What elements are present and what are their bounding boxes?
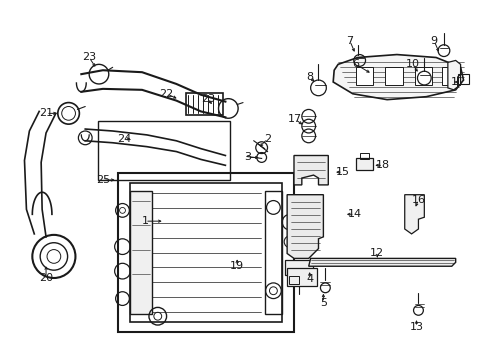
Text: 17: 17: [287, 114, 302, 124]
Text: 20: 20: [39, 273, 53, 283]
Text: 19: 19: [230, 261, 244, 271]
Text: 15: 15: [335, 167, 349, 177]
Bar: [130, 183, 282, 322]
Text: 5: 5: [319, 297, 326, 307]
Text: 12: 12: [369, 248, 384, 258]
Text: 10: 10: [405, 59, 419, 69]
Text: 13: 13: [408, 322, 423, 332]
Polygon shape: [332, 55, 463, 100]
Text: 22: 22: [159, 89, 173, 99]
Bar: [457, 74, 468, 84]
Bar: [441, 67, 459, 85]
Text: 14: 14: [347, 209, 361, 219]
Text: 16: 16: [410, 195, 425, 204]
Polygon shape: [293, 156, 327, 185]
Bar: [285, 260, 312, 275]
Bar: [264, 191, 282, 314]
Bar: [359, 153, 369, 159]
Text: 25: 25: [96, 175, 110, 185]
Text: 7: 7: [346, 36, 353, 46]
Bar: [130, 191, 152, 314]
Text: 24: 24: [117, 134, 131, 144]
Bar: [355, 67, 373, 85]
Text: 3: 3: [244, 153, 251, 162]
Polygon shape: [308, 258, 455, 266]
Polygon shape: [404, 195, 424, 234]
Text: 1: 1: [141, 216, 148, 226]
Text: 21: 21: [39, 108, 53, 118]
Text: 8: 8: [305, 72, 313, 82]
Text: 9: 9: [430, 36, 437, 46]
Text: 23: 23: [200, 94, 214, 104]
Bar: [286, 268, 316, 286]
Text: 6: 6: [351, 59, 359, 69]
Bar: [117, 173, 293, 332]
Text: 2: 2: [264, 134, 270, 144]
Bar: [355, 158, 373, 170]
Bar: [98, 121, 230, 180]
Text: 18: 18: [375, 160, 389, 170]
Bar: [288, 276, 298, 284]
Text: 4: 4: [305, 274, 313, 284]
Bar: [385, 67, 402, 85]
Bar: [414, 67, 431, 85]
Polygon shape: [286, 195, 323, 258]
Text: 23: 23: [82, 53, 96, 63]
Bar: [186, 93, 223, 115]
Text: 11: 11: [450, 77, 464, 87]
Polygon shape: [447, 60, 460, 90]
